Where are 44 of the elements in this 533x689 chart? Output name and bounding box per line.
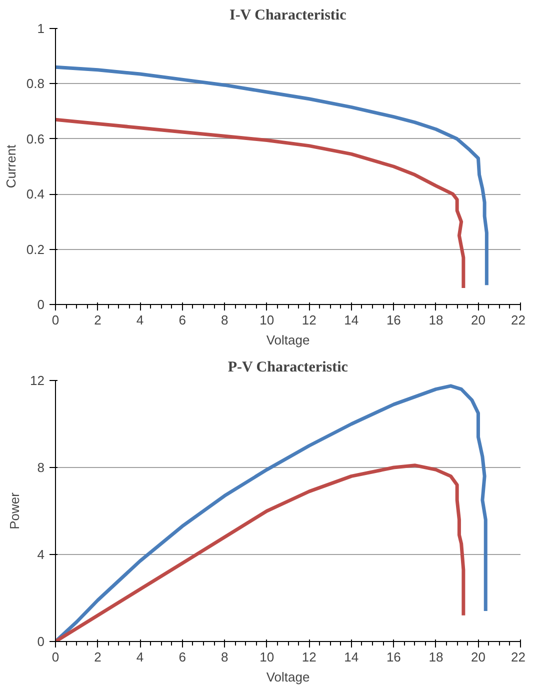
x-tick-label: 12 [302, 650, 316, 664]
y-axis-title: Current [3, 144, 18, 188]
x-tick-label: 20 [470, 312, 486, 328]
x-tick-label: 22 [511, 312, 526, 328]
x-tick-label: 14 [344, 650, 359, 664]
y-tick-label: 0 [37, 297, 45, 312]
x-tick-label: 2 [94, 650, 102, 664]
x-tick-label: 10 [260, 650, 274, 664]
x-tick-label: 8 [220, 650, 228, 664]
x-axis-title: Voltage [266, 670, 310, 684]
x-tick-label: 16 [386, 312, 401, 328]
line-series [56, 464, 466, 642]
y-tick-label: 0.8 [26, 76, 45, 92]
x-tick-label: 16 [386, 650, 401, 664]
x-tick-label: 6 [178, 650, 186, 664]
x-tick-label: 4 [136, 312, 144, 328]
y-tick-label: 12 [30, 373, 45, 388]
x-tick-label: 2 [94, 312, 102, 328]
x-tick-label: 6 [178, 312, 186, 328]
x-tick-label: 0 [52, 312, 60, 328]
x-tick-label: 12 [302, 312, 316, 328]
x-tick-label: 4 [136, 650, 144, 664]
x-tick-label: 20 [470, 650, 486, 664]
x-tick-label: 14 [344, 312, 359, 328]
y-tick-label: 0.4 [26, 186, 45, 202]
y-tick-label: 8 [37, 460, 45, 475]
x-tick-label: 22 [511, 650, 526, 664]
x-tick-label: 18 [428, 312, 444, 328]
line-series [56, 65, 488, 287]
y-axis-title: Power [7, 492, 22, 530]
x-tick-label: 18 [428, 650, 444, 664]
chart-title: P-V Characteristic [228, 360, 348, 376]
y-tick-label: 4 [37, 547, 45, 562]
line-series [56, 118, 466, 290]
chart-title: I-V Characteristic [229, 8, 347, 24]
x-axis-title: Voltage [266, 332, 310, 348]
y-tick-label: 0.6 [26, 131, 45, 146]
y-tick-label: 1 [37, 21, 45, 36]
x-tick-label: 0 [52, 650, 60, 664]
line-series [56, 384, 488, 642]
x-tick-label: 10 [260, 312, 274, 328]
x-tick-label: 8 [220, 312, 228, 328]
y-tick-label: 0 [37, 634, 45, 649]
y-tick-label: 0.2 [26, 242, 45, 257]
